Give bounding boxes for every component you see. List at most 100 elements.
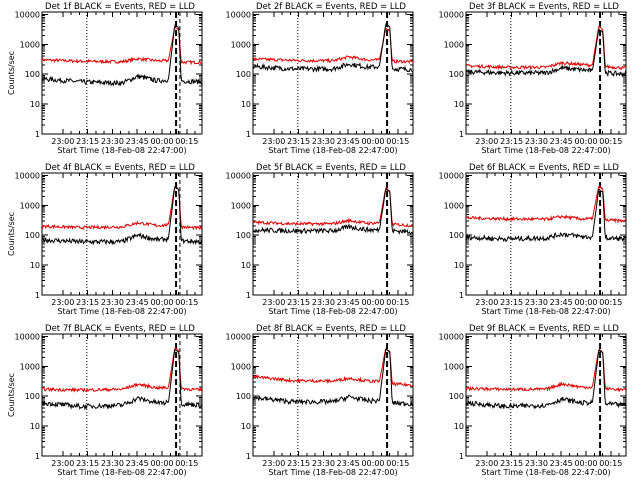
y-tick-label: 1000 bbox=[444, 362, 464, 371]
y-tick-label: 1000 bbox=[231, 362, 251, 371]
x-tick-label: 23:30 bbox=[312, 459, 335, 468]
x-tick-label: 00:15 bbox=[599, 298, 622, 307]
y-tick-label: 1 bbox=[35, 452, 40, 461]
y-tick-label: 1000 bbox=[231, 40, 251, 49]
panel-2: Det 2f BLACK = Events, RED = LLD 1 10 100 10… bbox=[226, 2, 414, 155]
plot-frame bbox=[252, 11, 414, 135]
panel-3: Det 3f BLACK = Events, RED = LLD 1 10 100 10… bbox=[439, 2, 627, 155]
events-series-line bbox=[41, 185, 203, 246]
y-tick-label: 1000 bbox=[20, 40, 40, 49]
y-axis-label: Counts/sec bbox=[7, 373, 16, 417]
y-tick-label: 1000 bbox=[20, 362, 40, 371]
x-tick-label: 00:15 bbox=[175, 137, 198, 146]
y-tick-label: 1000 bbox=[20, 201, 40, 210]
panel-title: Det 6f BLACK = Events, RED = LLD bbox=[469, 163, 619, 173]
x-axis-label: Start Time (18-Feb-08 22:47:00) bbox=[268, 468, 397, 477]
panel-7: Det 7f BLACK = Events, RED = LLD 1 10 100 10… bbox=[7, 324, 203, 477]
panel-title: Det 2f BLACK = Events, RED = LLD bbox=[256, 2, 406, 12]
y-tick-label: 10000 bbox=[439, 332, 464, 341]
panel-6: Det 6f BLACK = Events, RED = LLD 1 10 100 10… bbox=[439, 163, 627, 316]
x-tick-label: 00:15 bbox=[175, 459, 198, 468]
y-tick-label: 10000 bbox=[226, 171, 251, 180]
x-tick-label: 23:15 bbox=[287, 137, 310, 146]
x-tick-label: 23:30 bbox=[525, 137, 548, 146]
lld-series-line bbox=[465, 185, 627, 224]
x-tick-label: 23:30 bbox=[312, 137, 335, 146]
x-tick-label: 23:30 bbox=[101, 459, 124, 468]
x-tick-label: 00:00 bbox=[574, 459, 597, 468]
x-axis-label: Start Time (18-Feb-08 22:47:00) bbox=[57, 307, 186, 316]
x-tick-label: 23:45 bbox=[550, 459, 573, 468]
y-axis-label: Counts/sec bbox=[7, 51, 16, 95]
x-tick-label: 23:15 bbox=[287, 298, 310, 307]
x-tick-label: 00:00 bbox=[150, 137, 173, 146]
y-tick-label: 1 bbox=[35, 130, 40, 139]
y-tick-label: 10000 bbox=[439, 171, 464, 180]
x-tick-label: 23:30 bbox=[101, 137, 124, 146]
x-tick-label: 23:15 bbox=[500, 137, 523, 146]
y-tick-label: 10 bbox=[454, 422, 464, 431]
plot-frame bbox=[41, 172, 203, 296]
panel-title: Det 7f BLACK = Events, RED = LLD bbox=[45, 324, 195, 334]
y-tick-label: 1 bbox=[459, 291, 464, 300]
x-tick-label: 23:45 bbox=[337, 298, 360, 307]
panel-title: Det 5f BLACK = Events, RED = LLD bbox=[256, 163, 406, 173]
y-tick-label: 1 bbox=[35, 291, 40, 300]
y-tick-label: 10000 bbox=[226, 10, 251, 19]
plot-frame bbox=[252, 333, 414, 457]
panel-9: Det 9f BLACK = Events, RED = LLD 1 10 100 10… bbox=[439, 324, 627, 477]
x-tick-label: 23:45 bbox=[126, 459, 149, 468]
y-tick-label: 10 bbox=[241, 100, 251, 109]
panel-1: Det 1f BLACK = Events, RED = LLD 1 10 100 10… bbox=[7, 2, 203, 155]
x-tick-label: 23:45 bbox=[550, 298, 573, 307]
x-tick-label: 23:00 bbox=[262, 137, 285, 146]
x-tick-label: 00:00 bbox=[150, 459, 173, 468]
y-tick-label: 100 bbox=[236, 392, 251, 401]
lld-series-line bbox=[41, 185, 203, 231]
plot-frame bbox=[41, 333, 203, 457]
lld-series-line bbox=[41, 347, 203, 393]
y-tick-label: 10000 bbox=[15, 171, 40, 180]
x-tick-label: 23:00 bbox=[51, 137, 74, 146]
x-tick-label: 23:45 bbox=[337, 459, 360, 468]
x-tick-label: 23:15 bbox=[500, 298, 523, 307]
events-series-line bbox=[252, 348, 414, 407]
x-axis-label: Start Time (18-Feb-08 22:47:00) bbox=[268, 146, 397, 155]
lld-series-line bbox=[252, 348, 414, 388]
y-tick-label: 100 bbox=[25, 392, 40, 401]
y-tick-label: 1 bbox=[459, 452, 464, 461]
panel-8: Det 8f BLACK = Events, RED = LLD 1 10 100 10… bbox=[226, 324, 414, 477]
events-series-line bbox=[465, 188, 627, 243]
y-tick-label: 10 bbox=[241, 261, 251, 270]
plot-frame bbox=[252, 172, 414, 296]
x-tick-label: 23:15 bbox=[287, 459, 310, 468]
x-tick-label: 23:30 bbox=[312, 298, 335, 307]
lld-series-line bbox=[465, 24, 627, 71]
panel-title: Det 9f BLACK = Events, RED = LLD bbox=[469, 324, 619, 334]
lld-series-line bbox=[253, 27, 414, 64]
x-tick-label: 00:15 bbox=[599, 137, 622, 146]
x-tick-label: 23:45 bbox=[550, 137, 573, 146]
x-tick-label: 23:15 bbox=[76, 137, 99, 146]
panel-4: Det 4f BLACK = Events, RED = LLD 1 10 100 10… bbox=[7, 163, 203, 316]
x-tick-label: 00:00 bbox=[361, 298, 384, 307]
x-axis-label: Start Time (18-Feb-08 22:47:00) bbox=[57, 468, 186, 477]
y-tick-label: 10000 bbox=[15, 10, 40, 19]
x-axis-label: Start Time (18-Feb-08 22:47:00) bbox=[481, 146, 610, 155]
panel-5: Det 5f BLACK = Events, RED = LLD 1 10 100 10… bbox=[226, 163, 414, 316]
x-tick-label: 00:15 bbox=[599, 459, 622, 468]
plot-frame bbox=[465, 172, 627, 296]
x-tick-label: 00:15 bbox=[386, 137, 409, 146]
x-tick-label: 23:30 bbox=[525, 459, 548, 468]
lld-series-line bbox=[41, 26, 203, 66]
x-tick-label: 23:00 bbox=[475, 459, 498, 468]
y-tick-label: 100 bbox=[449, 70, 464, 79]
panel-title: Det 1f BLACK = Events, RED = LLD bbox=[45, 2, 195, 12]
x-tick-label: 23:00 bbox=[51, 298, 74, 307]
x-axis-label: Start Time (18-Feb-08 22:47:00) bbox=[57, 146, 186, 155]
y-tick-label: 1000 bbox=[444, 201, 464, 210]
x-axis-label: Start Time (18-Feb-08 22:47:00) bbox=[268, 307, 397, 316]
events-series-line bbox=[252, 187, 414, 236]
y-tick-label: 1000 bbox=[231, 201, 251, 210]
x-axis-label: Start Time (18-Feb-08 22:47:00) bbox=[481, 307, 610, 316]
